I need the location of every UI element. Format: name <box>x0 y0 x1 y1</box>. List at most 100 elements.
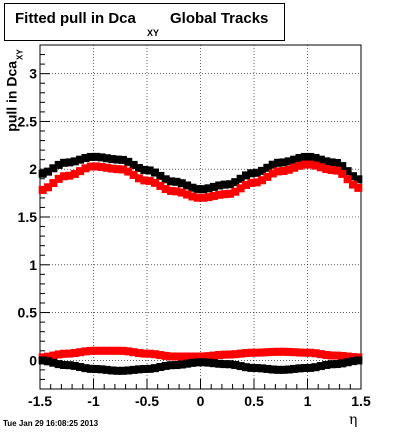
data-point <box>268 365 277 374</box>
data-point <box>295 364 304 373</box>
data-point <box>327 360 336 369</box>
data-point <box>311 161 320 170</box>
data-point <box>54 174 63 183</box>
data-point <box>156 363 165 372</box>
data-point <box>183 359 192 368</box>
data-point <box>220 360 229 369</box>
data-point <box>284 165 293 174</box>
data-point <box>108 366 117 375</box>
data-point <box>60 172 69 181</box>
data-point <box>343 167 352 176</box>
data-point <box>268 160 277 169</box>
data-point <box>252 178 261 187</box>
data-point <box>322 157 331 166</box>
data-point <box>113 165 122 174</box>
data-point <box>38 356 47 365</box>
data-point <box>209 191 218 200</box>
data-point <box>129 365 138 374</box>
data-point <box>290 348 299 357</box>
data-point <box>327 351 336 360</box>
data-point <box>247 178 256 187</box>
timestamp: Tue Jan 29 16:08:25 2013 <box>3 419 99 428</box>
data-point <box>60 158 69 167</box>
data-point <box>295 348 304 357</box>
data-point <box>338 169 347 178</box>
data-point <box>348 172 357 181</box>
data-point <box>241 349 250 358</box>
data-point <box>220 190 229 199</box>
data-point <box>300 348 309 357</box>
y-axis-label-main: pull in Dca <box>3 60 20 132</box>
data-point <box>268 169 277 178</box>
data-point <box>118 346 127 355</box>
data-point <box>102 154 111 163</box>
data-point <box>70 157 79 166</box>
data-point <box>140 364 149 373</box>
data-point <box>338 359 347 368</box>
data-point <box>354 183 363 192</box>
data-point <box>263 364 272 373</box>
data-point <box>263 172 272 181</box>
data-point <box>167 177 176 186</box>
data-point <box>145 364 154 373</box>
data-point <box>183 352 192 361</box>
data-point <box>134 349 143 358</box>
data-point <box>263 348 272 357</box>
data-point <box>327 158 336 167</box>
data-point <box>343 175 352 184</box>
data-point <box>151 178 160 187</box>
data-point <box>236 184 245 193</box>
data-point <box>129 170 138 179</box>
data-point <box>134 164 143 173</box>
data-point <box>279 166 288 175</box>
data-point <box>343 358 352 367</box>
data-point <box>220 180 229 189</box>
data-point <box>199 193 208 202</box>
data-point <box>156 171 165 180</box>
data-point <box>183 190 192 199</box>
data-point <box>49 164 58 173</box>
data-point <box>316 163 325 172</box>
data-point <box>311 349 320 358</box>
data-point <box>295 153 304 162</box>
data-point <box>108 164 117 173</box>
data-point <box>306 363 315 372</box>
data-point <box>316 155 325 164</box>
data-point <box>172 361 181 370</box>
data-point <box>316 362 325 371</box>
data-point <box>81 153 90 162</box>
data-point <box>241 363 250 372</box>
series-0 <box>38 152 363 194</box>
data-point <box>44 167 53 176</box>
data-point <box>172 187 181 196</box>
data-point <box>284 157 293 166</box>
data-point <box>252 168 261 177</box>
data-point <box>76 348 85 357</box>
data-point <box>290 155 299 164</box>
data-point <box>332 360 341 369</box>
data-point <box>140 349 149 358</box>
data-point <box>193 185 202 194</box>
data-point <box>199 352 208 361</box>
data-point <box>209 182 218 191</box>
data-point <box>156 181 165 190</box>
data-point <box>151 364 160 373</box>
tick-labels: -1.5 -1 -0.5 0 0.5 1 1.5 0 0.5 1 1.5 2 2.5 3 <box>18 66 371 409</box>
data-point <box>54 350 63 359</box>
data-point <box>188 192 197 201</box>
data-point <box>60 349 69 358</box>
data-point <box>295 161 304 170</box>
data-point <box>151 350 160 359</box>
data-point <box>193 352 202 361</box>
data-point <box>124 366 133 375</box>
data-point <box>134 174 143 183</box>
data-point <box>236 174 245 183</box>
data-point <box>268 347 277 356</box>
data-point <box>274 347 283 356</box>
data-point <box>167 361 176 370</box>
data-point <box>338 162 347 171</box>
data-point <box>161 361 170 370</box>
data-point <box>241 180 250 189</box>
data-point <box>322 164 331 173</box>
